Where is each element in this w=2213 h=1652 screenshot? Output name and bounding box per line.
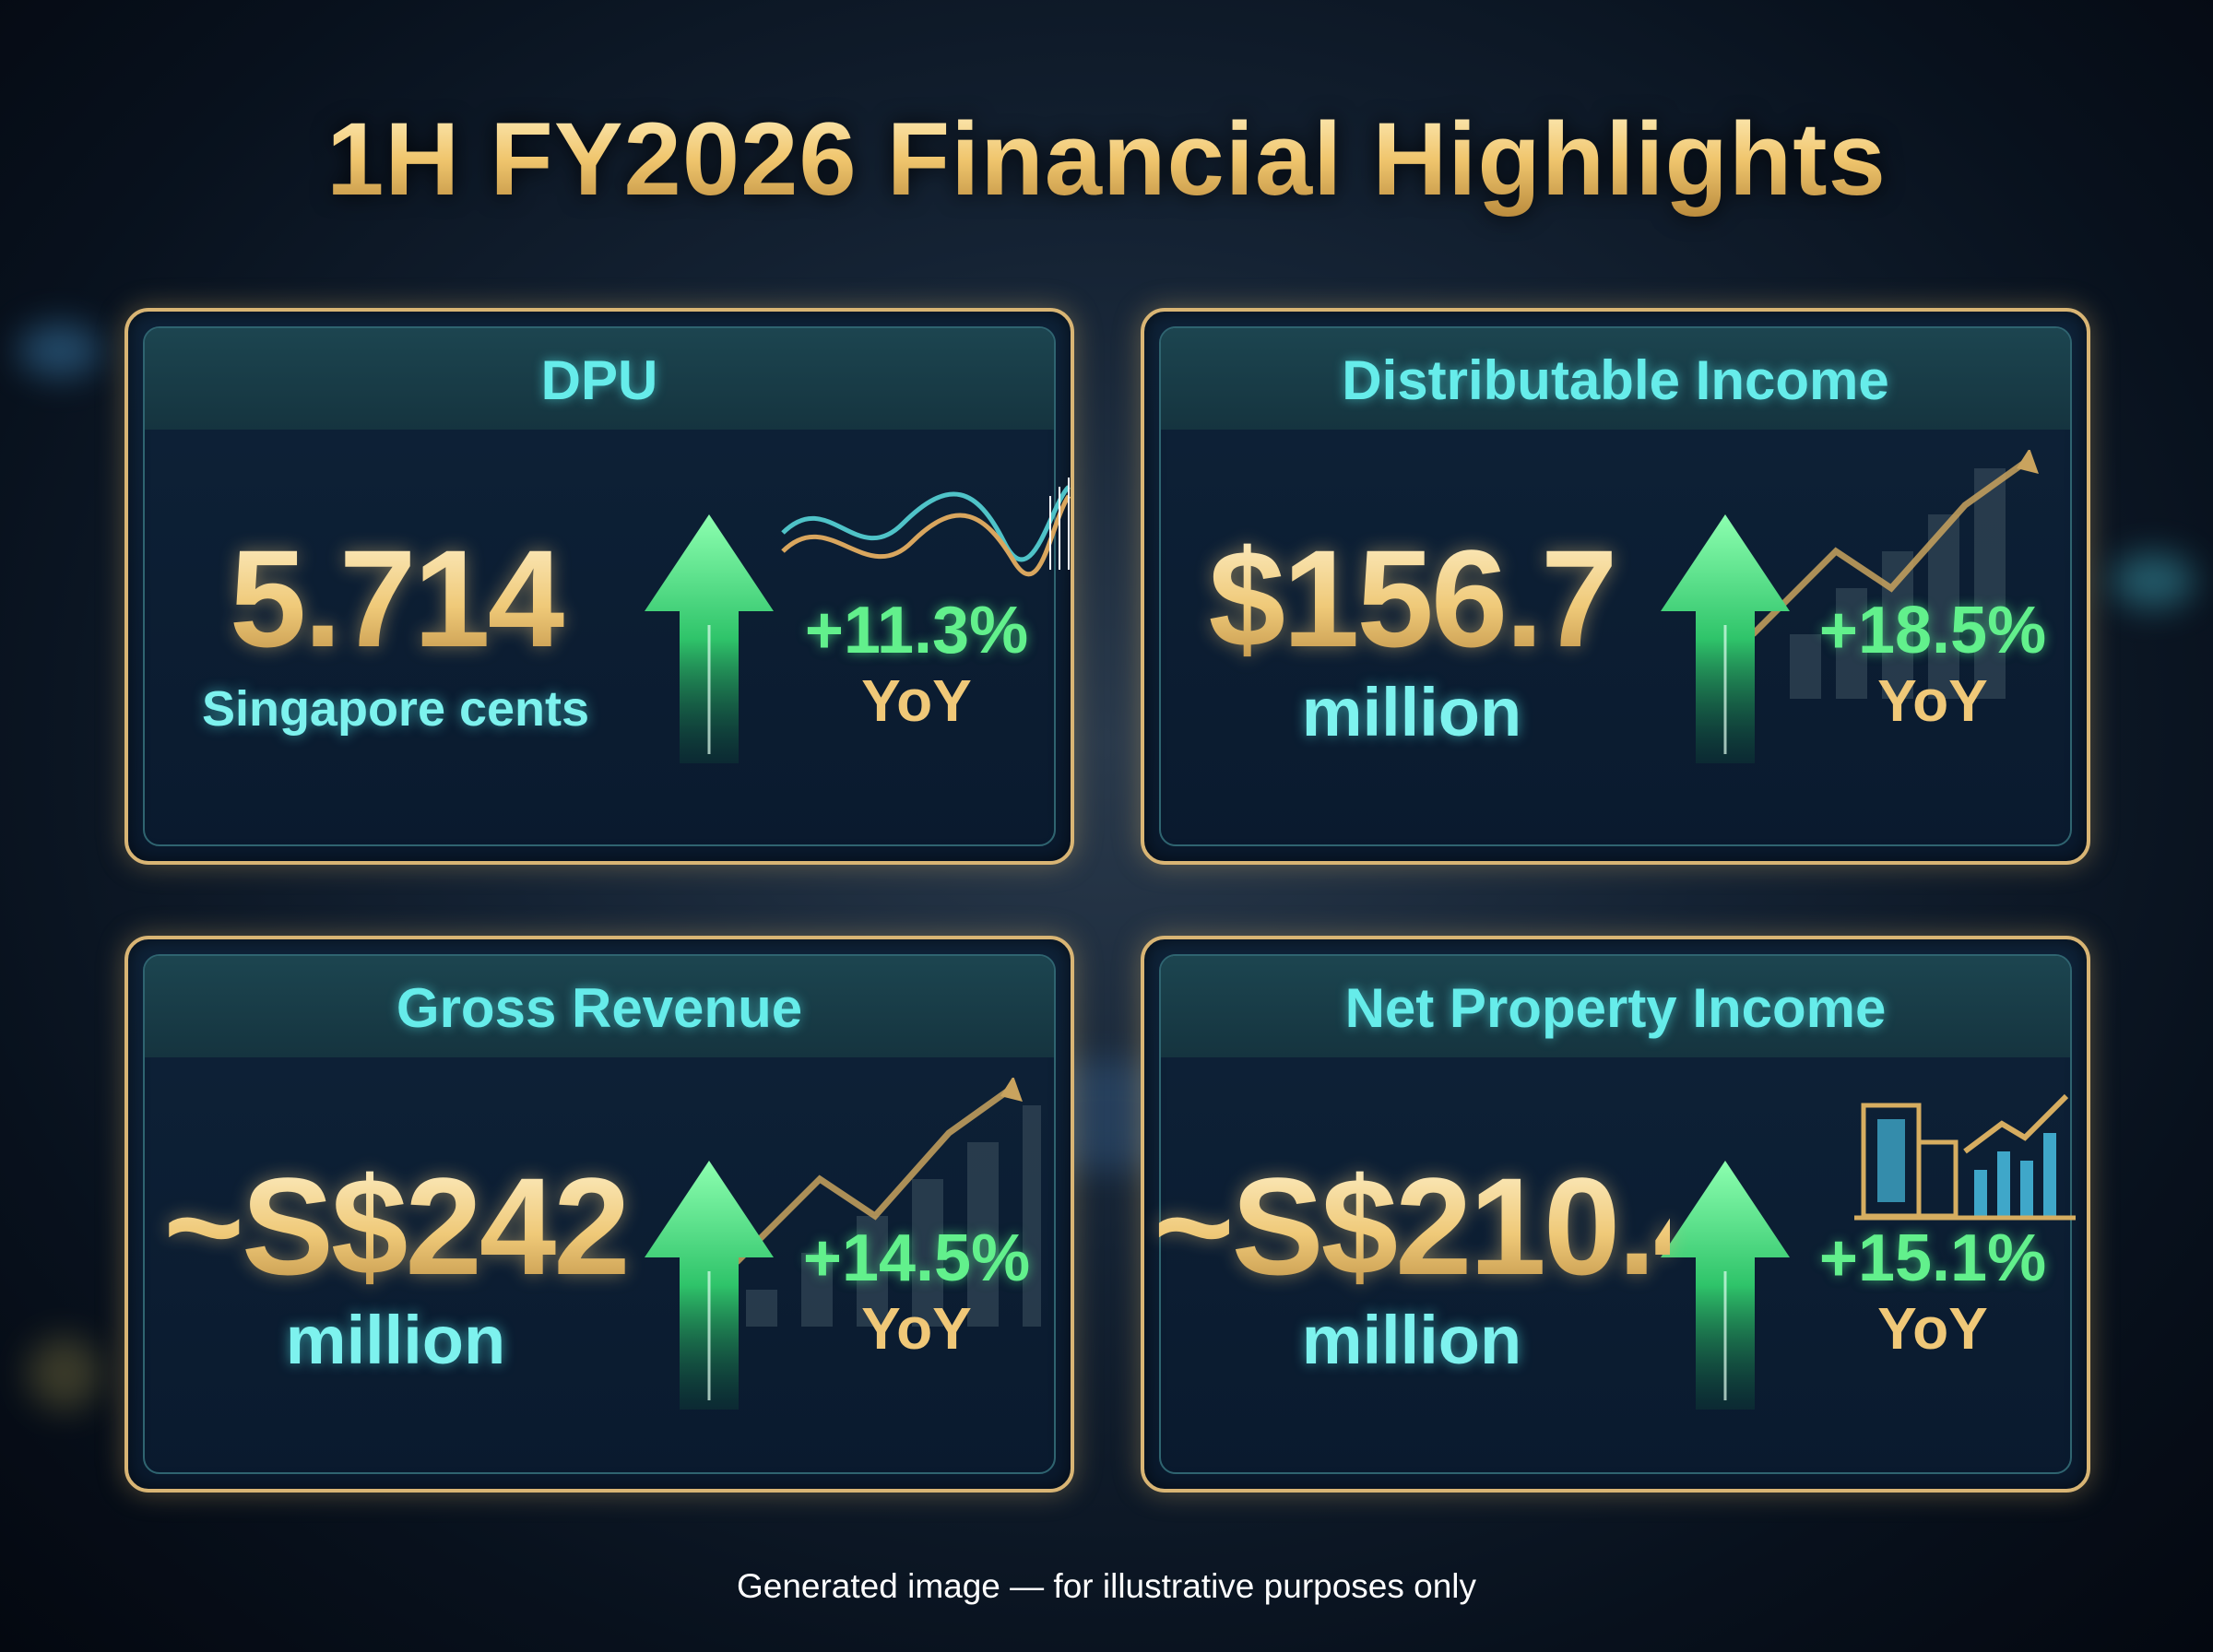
card-heading: Gross Revenue: [396, 977, 803, 1039]
metric-card: DPU 5.714 Singapore cents +11.3% YoY: [124, 308, 1074, 865]
metric-unit: Singapore cents: [201, 681, 590, 737]
card-header: [145, 328, 1054, 430]
title: 1H FY2026 Financial Highlights: [0, 100, 2213, 218]
metric-period: YoY: [861, 667, 972, 734]
background-light: [2112, 553, 2195, 608]
metric-period: YoY: [1877, 667, 1988, 734]
metric-unit: million: [1301, 1302, 1522, 1378]
metric-value: ~S$210.4: [1154, 1147, 1730, 1306]
metric-period: YoY: [861, 1295, 972, 1362]
metric-change: +15.1%: [1818, 1221, 2047, 1295]
metric-card: Gross Revenue ~S$242 million +14.5% YoY: [124, 936, 1074, 1493]
decorative-chart: [734, 1076, 1054, 1340]
decorative-chart: [774, 468, 1078, 731]
metric-card: Distributable Income $156.7 million +18.5% Y…: [1141, 308, 2090, 865]
background-light: [28, 1337, 101, 1410]
card-heading: Net Property Income: [1344, 977, 1887, 1039]
up-arrow-icon: [645, 514, 774, 768]
card-heading: DPU: [540, 349, 658, 411]
footer-note: Generated image — for illustrative purpo…: [736, 1567, 1477, 1605]
up-arrow-icon: [645, 1161, 774, 1414]
metric-value: $156.7: [1154, 519, 1670, 678]
metric-period: YoY: [1877, 1295, 1988, 1362]
metric-unit: million: [285, 1302, 506, 1378]
metric-value: 5.714: [137, 519, 654, 678]
up-arrow-icon: [1661, 1161, 1790, 1414]
metric-change: +14.5%: [802, 1221, 1031, 1295]
decorative-chart: [1827, 1050, 2131, 1313]
card-inner-border: [143, 326, 1056, 846]
metric-card: Net Property Income ~S$210.4 million +15.1%…: [1141, 936, 2090, 1493]
card-header: [1161, 328, 2070, 430]
card-header: [1161, 956, 2070, 1057]
metric-value: ~S$242: [137, 1147, 654, 1306]
card-inner-border: [1159, 326, 2072, 846]
card-heading: Distributable Income: [1342, 349, 1889, 411]
decorative-chart: [1750, 448, 2057, 713]
card-inner-border: [143, 954, 1056, 1474]
metric-change: +11.3%: [804, 594, 1029, 667]
background-light: [18, 323, 101, 378]
card-header: [145, 956, 1054, 1057]
up-arrow-icon: [1661, 514, 1790, 768]
metric-unit: million: [1301, 674, 1522, 750]
metric-change: +18.5%: [1818, 594, 2047, 667]
card-inner-border: [1159, 954, 2072, 1474]
